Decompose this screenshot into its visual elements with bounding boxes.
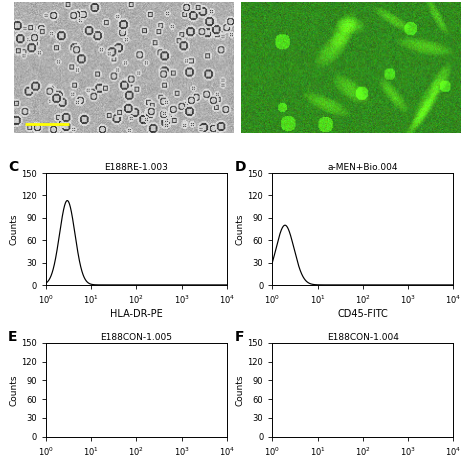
Text: E: E xyxy=(8,330,18,344)
Title: a-MEN+Bio.004: a-MEN+Bio.004 xyxy=(328,164,398,173)
Y-axis label: Counts: Counts xyxy=(9,213,18,245)
Title: E188RE-1.003: E188RE-1.003 xyxy=(104,164,168,173)
X-axis label: HLA-DR-PE: HLA-DR-PE xyxy=(110,309,163,319)
Y-axis label: Counts: Counts xyxy=(9,374,18,406)
Text: C: C xyxy=(8,160,18,174)
Title: E188CON-1.004: E188CON-1.004 xyxy=(327,333,399,342)
X-axis label: CD45-FITC: CD45-FITC xyxy=(337,309,388,319)
Title: E188CON-1.005: E188CON-1.005 xyxy=(100,333,173,342)
Y-axis label: Counts: Counts xyxy=(236,374,245,406)
Text: D: D xyxy=(235,160,246,174)
Y-axis label: Counts: Counts xyxy=(236,213,245,245)
Text: F: F xyxy=(235,330,244,344)
